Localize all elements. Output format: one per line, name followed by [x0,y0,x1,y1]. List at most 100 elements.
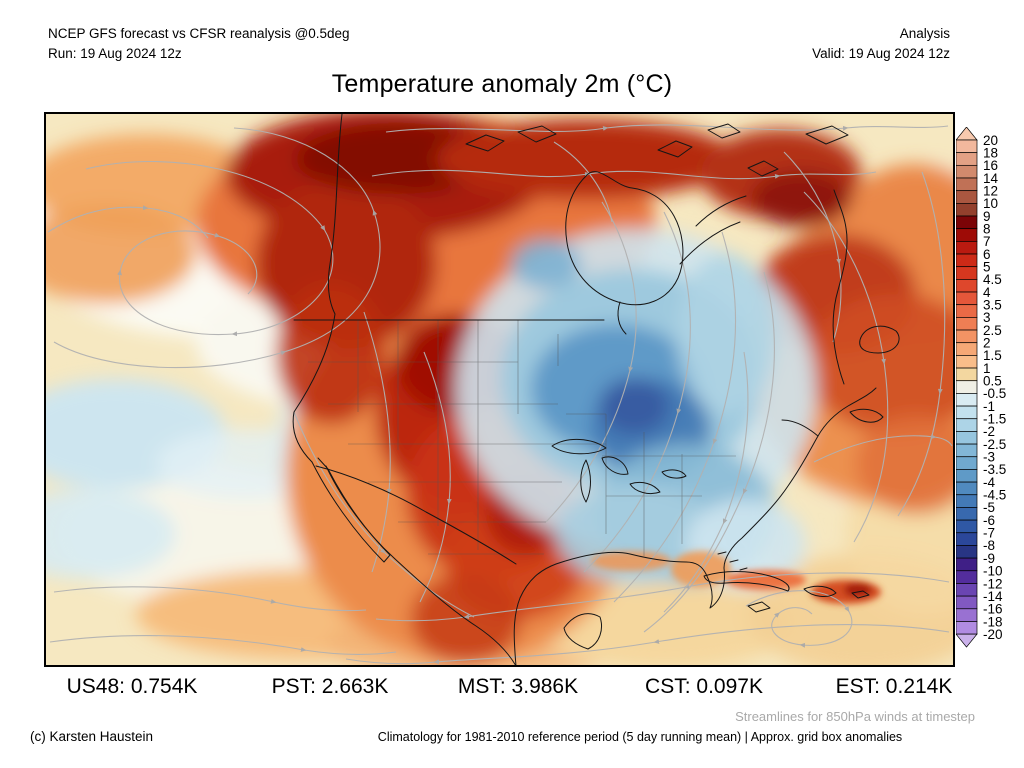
colorbar-segment [955,228,978,242]
colorbar-segment [955,355,978,369]
colorbar-tick-label: 0.5 [983,374,1002,389]
colorbar-segment [955,519,978,534]
anomaly-map-svg [46,114,953,665]
colorbar-segment [955,532,978,546]
colorbar-tick-label: -3 [983,450,995,465]
streamlines [47,124,953,665]
valid-info: Analysis Valid: 19 Aug 2024 12z [812,24,950,65]
colorbar-tick-label: 3.5 [983,298,1002,313]
colorbar-segment [955,418,978,432]
colorbar-tick-label: -4 [983,475,995,490]
colorbar-tick-label: 1 [983,361,991,376]
colorbar-segment [955,469,978,483]
colorbar-segment [955,202,978,217]
model-info: NCEP GFS forecast vs CFSR reanalysis @0.… [48,24,350,65]
copyright-note: (c) Karsten Haustein [30,729,154,744]
colorbar-tick-label: -12 [983,576,1003,591]
colorbar-tick-label: -10 [983,564,1003,579]
small-anomaly-features [591,551,881,604]
colorbar-tick-label: 2.5 [983,323,1002,338]
analysis-label: Analysis [899,26,950,41]
colorbar-segment [955,317,978,331]
colorbar-tick-label: -2.5 [983,437,1006,452]
colorbar-tick-label: -4.5 [983,488,1006,503]
colorbar-segment [955,570,978,584]
colorbar-tick-label: -14 [983,589,1003,604]
colorbar-segment [955,241,978,255]
colorbar-under-arrow [955,633,978,648]
colorbar-tick-label: 6 [983,247,991,262]
colorbar-segment [955,481,978,496]
colorbar-tick-label: -8 [983,538,995,553]
colorbar-tick-label: -6 [983,513,995,528]
colorbar: 20 18 16 14 12 10 9 8 7 6 5 4.5 4 3.5 3 2.5 2 1.5 1 0.5 -0.5… [955,126,1024,651]
colorbar-tick-label: 10 [983,196,998,211]
colorbar-tick-label: 5 [983,260,991,275]
colorbar-segment [955,367,978,382]
colorbar-tick-label: 18 [983,145,998,160]
colorbar-tick-label: -16 [983,602,1003,617]
page-title: Temperature anomaly 2m (°C) [331,70,673,98]
colorbar-tick-label: -1.5 [983,412,1006,427]
colorbar-segment [955,595,978,610]
colorbar-segment [955,164,978,179]
colorbar-tick-label: 20 [983,133,998,148]
colorbar-segment [955,456,978,470]
colorbar-tick-label: 1.5 [983,348,1002,363]
colorbar-segment [955,266,978,280]
colorbar-tick-label: -5 [983,500,995,515]
colorbar-segment [955,494,978,508]
model-product-line: NCEP GFS forecast vs CFSR reanalysis @0.… [48,26,350,41]
colorbar-segment [955,329,978,344]
colorbar-segment [955,405,978,420]
state-borders [308,320,736,556]
colorbar-tick-label: 12 [983,183,998,198]
colorbar-tick-label: -18 [983,614,1003,629]
colorbar-segment [955,304,978,318]
stat-cst: CST: 0.097K [645,675,763,698]
colorbar-segment [955,545,978,559]
colorbar-segment [955,583,978,597]
colorbar-tick-label: 16 [983,158,998,173]
colorbar-tick-label: 4.5 [983,272,1002,287]
colorbar-segment [955,507,978,521]
colorbar-segment [955,393,978,407]
colorbar-segment [955,152,978,166]
colorbar-segment [955,139,978,154]
model-run-line: Run: 19 Aug 2024 12z [48,46,182,62]
colorbar-tick-label: 7 [983,234,991,249]
stat-pst: PST: 2.663K [271,675,389,698]
stat-mst: MST: 3.986K [457,675,579,698]
colorbar-segment [955,557,978,572]
coastlines [292,114,900,665]
colorbar-svg: 201816141210987654.543.532.521.510.5-0.5… [955,126,1006,648]
colorbar-tick-label: -9 [983,551,995,566]
colorbar-tick-label: 8 [983,221,991,236]
colorbar-segment [955,443,978,458]
colorbar-tick-label: -0.5 [983,386,1006,401]
colorbar-tick-label: -20 [983,627,1003,642]
colorbar-over-arrow [955,126,978,141]
colorbar-tick-label: 3 [983,310,991,325]
colorbar-tick-label: -1 [983,399,995,414]
colorbar-segment [955,253,978,268]
stat-us48: US48: 0.754K [66,675,198,698]
colorbar-segment [955,431,978,445]
colorbar-segment [955,380,978,394]
colorbar-segment [955,608,978,622]
valid-time-line: Valid: 19 Aug 2024 12z [812,46,950,62]
stat-est: EST: 0.214K [835,675,953,698]
colorbar-segment [955,177,978,192]
colorbar-segment [955,342,978,356]
colorbar-tick-label: 9 [983,209,991,224]
colorbar-tick-label: -7 [983,526,995,541]
colorbar-segment [955,215,978,230]
colorbar-segment [955,279,978,293]
colorbar-segment [955,621,978,635]
colorbar-tick-label: -3.5 [983,462,1006,477]
streamline-note: Streamlines for 850hPa winds at timestep [735,709,975,724]
colorbar-tick-label: -2 [983,424,995,439]
map-frame [44,112,955,667]
region-stats-row: US48: 0.754K PST: 2.663K MST: 3.986K CST: 0… [44,675,953,703]
